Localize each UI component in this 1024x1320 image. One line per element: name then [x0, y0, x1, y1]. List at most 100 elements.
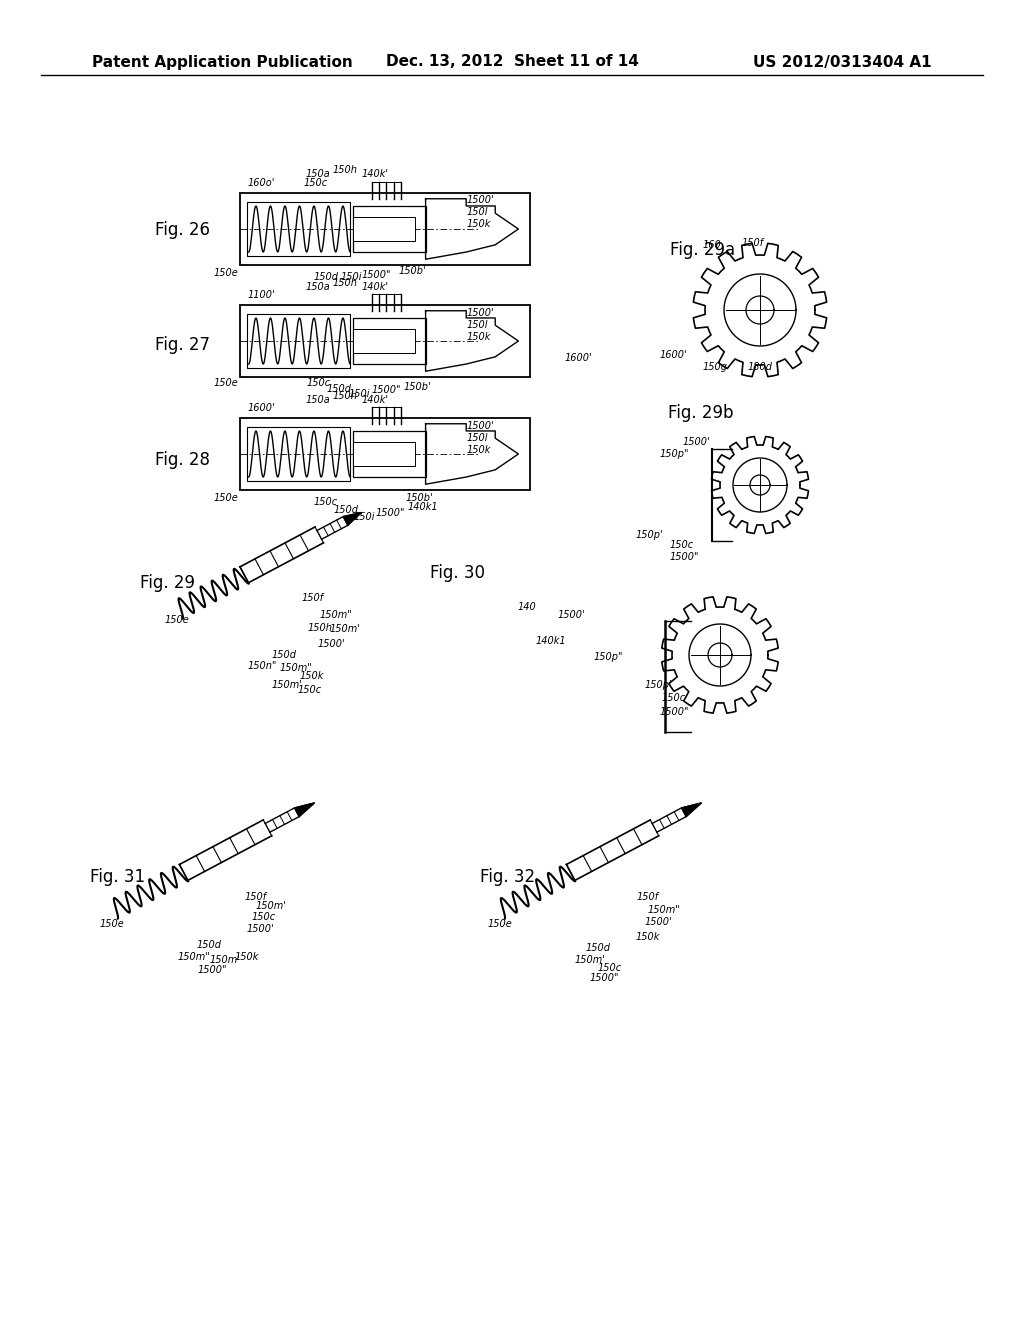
- Polygon shape: [682, 803, 701, 817]
- Text: 150c: 150c: [307, 378, 331, 388]
- Text: 150p': 150p': [636, 531, 664, 540]
- Text: 150h: 150h: [333, 165, 357, 176]
- Text: 1500": 1500": [660, 708, 689, 717]
- Text: Fig. 28: Fig. 28: [155, 451, 210, 469]
- Text: 150k: 150k: [636, 932, 660, 942]
- Text: 150m': 150m': [272, 680, 303, 690]
- Text: 1500": 1500": [376, 508, 406, 517]
- Text: 150a: 150a: [306, 395, 331, 405]
- Text: 1500": 1500": [590, 973, 620, 983]
- Text: 150c: 150c: [252, 912, 276, 921]
- Text: 150b': 150b': [406, 492, 433, 503]
- Text: Fig. 27: Fig. 27: [155, 337, 210, 354]
- Text: 150f: 150f: [637, 892, 659, 902]
- Text: 150m': 150m': [330, 624, 360, 634]
- Text: 150m': 150m': [210, 954, 241, 965]
- Text: Fig. 29a: Fig. 29a: [670, 242, 735, 259]
- Text: 150l: 150l: [467, 319, 488, 330]
- Text: Fig. 31: Fig. 31: [90, 869, 145, 886]
- Text: 150m": 150m": [648, 906, 681, 915]
- Text: 1600': 1600': [248, 403, 275, 413]
- Bar: [353, 442, 415, 466]
- Text: 160o': 160o': [248, 178, 275, 187]
- Text: 150h: 150h: [308, 623, 333, 634]
- Text: 150a: 150a: [306, 282, 331, 292]
- Text: 1600': 1600': [660, 350, 688, 360]
- Text: 1500': 1500': [467, 308, 495, 318]
- Text: 150a: 150a: [306, 169, 331, 180]
- Text: 180d: 180d: [748, 362, 773, 372]
- Text: 150d: 150d: [197, 940, 222, 950]
- Text: 140k1: 140k1: [536, 636, 566, 645]
- Text: 150c: 150c: [670, 540, 694, 550]
- Text: 150k: 150k: [467, 219, 492, 228]
- Bar: [240, 305, 530, 378]
- Bar: [353, 216, 415, 242]
- Text: 150d: 150d: [272, 649, 297, 660]
- Text: 150f: 150f: [245, 892, 267, 902]
- Text: 1500': 1500': [558, 610, 586, 620]
- Text: 1500": 1500": [362, 271, 391, 280]
- Text: Fig. 29: Fig. 29: [140, 574, 195, 591]
- Text: 1500": 1500": [372, 385, 401, 395]
- Bar: [240, 418, 530, 490]
- Text: 150p": 150p": [660, 449, 689, 459]
- Text: 150d: 150d: [327, 384, 352, 393]
- Text: 150b': 150b': [404, 381, 432, 392]
- Text: 150i: 150i: [341, 272, 362, 282]
- Bar: [247, 314, 350, 368]
- Text: 1100': 1100': [248, 290, 275, 300]
- Text: 150e: 150e: [100, 919, 125, 929]
- Text: Dec. 13, 2012  Sheet 11 of 14: Dec. 13, 2012 Sheet 11 of 14: [386, 54, 638, 70]
- Text: 150e: 150e: [214, 378, 239, 388]
- Text: 150m': 150m': [575, 954, 606, 965]
- Text: 150c: 150c: [298, 685, 323, 696]
- Text: 1500': 1500': [247, 924, 274, 935]
- Bar: [247, 426, 350, 482]
- Text: 150e: 150e: [488, 919, 513, 929]
- Text: Patent Application Publication: Patent Application Publication: [92, 54, 353, 70]
- Bar: [353, 318, 426, 364]
- Bar: [353, 329, 415, 354]
- Text: 1500": 1500": [670, 552, 699, 562]
- Text: 1500': 1500': [467, 421, 495, 432]
- Text: 150h: 150h: [333, 279, 357, 288]
- Text: 150k: 150k: [300, 671, 325, 681]
- Bar: [353, 206, 426, 252]
- Text: 160: 160: [703, 240, 722, 249]
- Text: 150p': 150p': [645, 680, 673, 690]
- Text: 150k: 150k: [467, 445, 492, 455]
- Text: Fig. 32: Fig. 32: [480, 869, 536, 886]
- Bar: [353, 430, 426, 477]
- Text: 150l: 150l: [467, 207, 488, 216]
- Text: 1600': 1600': [565, 352, 593, 363]
- Text: 150d: 150d: [586, 942, 611, 953]
- Polygon shape: [343, 512, 361, 525]
- Text: 1500': 1500': [318, 639, 346, 649]
- Text: 150d: 150d: [334, 506, 359, 515]
- Text: 150e: 150e: [165, 615, 189, 624]
- Text: 1500": 1500": [198, 965, 227, 975]
- Text: 150c: 150c: [314, 498, 338, 507]
- Text: 150f: 150f: [742, 238, 764, 248]
- Text: 150k: 150k: [234, 952, 259, 962]
- Text: 150l: 150l: [467, 433, 488, 444]
- Text: 150m": 150m": [319, 610, 352, 620]
- Text: 150m': 150m': [256, 902, 287, 911]
- Text: 140k': 140k': [362, 282, 389, 292]
- Text: 150h: 150h: [333, 391, 357, 401]
- Text: 150f: 150f: [302, 593, 325, 603]
- Text: 150m": 150m": [178, 952, 211, 962]
- Text: 140: 140: [518, 602, 537, 612]
- Polygon shape: [295, 803, 314, 817]
- Text: 150e: 150e: [214, 268, 239, 279]
- Text: 150d: 150d: [314, 272, 339, 282]
- Text: 150i: 150i: [349, 389, 371, 399]
- Text: 150b': 150b': [399, 267, 427, 276]
- Text: 140k1: 140k1: [408, 502, 438, 512]
- Text: 150k: 150k: [467, 333, 492, 342]
- Text: 1500': 1500': [645, 917, 673, 927]
- Text: 150e: 150e: [214, 492, 239, 503]
- Text: 150p": 150p": [594, 652, 624, 663]
- Text: 150c: 150c: [662, 693, 686, 704]
